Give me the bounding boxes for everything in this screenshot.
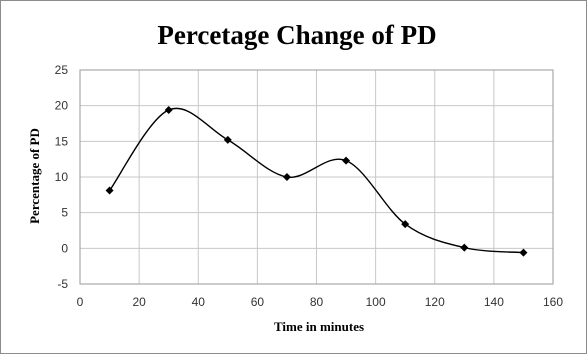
data-point-marker — [164, 105, 173, 114]
data-point-marker — [460, 243, 469, 252]
x-tick-label: 0 — [77, 295, 84, 309]
y-tick-label: 0 — [61, 241, 68, 255]
x-tick-label: 20 — [132, 295, 146, 309]
y-tick-label: 15 — [55, 134, 69, 148]
data-point-marker — [519, 248, 528, 257]
data-point-marker — [342, 156, 351, 165]
x-tick-label: 140 — [484, 295, 504, 309]
x-tick-label: 120 — [425, 295, 445, 309]
data-points — [105, 105, 528, 257]
x-tick-label: 60 — [251, 295, 265, 309]
y-tick-label: 20 — [55, 99, 69, 113]
grid — [79, 69, 554, 285]
x-axis-label: Time in minutes — [274, 319, 364, 334]
y-axis-label: Percentage of PD — [27, 128, 42, 224]
x-tick-label: 40 — [192, 295, 206, 309]
x-tick-label: 80 — [310, 295, 324, 309]
y-tick-label: -5 — [57, 277, 68, 291]
data-point-marker — [105, 186, 114, 195]
data-point-marker — [282, 173, 291, 181]
y-tick-label: 10 — [55, 170, 69, 184]
chart-title: Percetage Change of PD — [157, 20, 436, 50]
y-tick-label: 25 — [55, 63, 69, 77]
data-point-marker — [401, 220, 410, 229]
x-tick-label: 100 — [366, 295, 386, 309]
plot-area — [79, 69, 554, 285]
y-axis-ticks: -5 0 5 10 15 20 25 — [55, 63, 69, 291]
x-axis-ticks: 0 20 40 60 80 100 120 140 160 — [77, 295, 564, 309]
data-point-marker — [223, 135, 232, 144]
y-tick-label: 5 — [61, 206, 68, 220]
x-tick-label: 160 — [543, 295, 563, 309]
